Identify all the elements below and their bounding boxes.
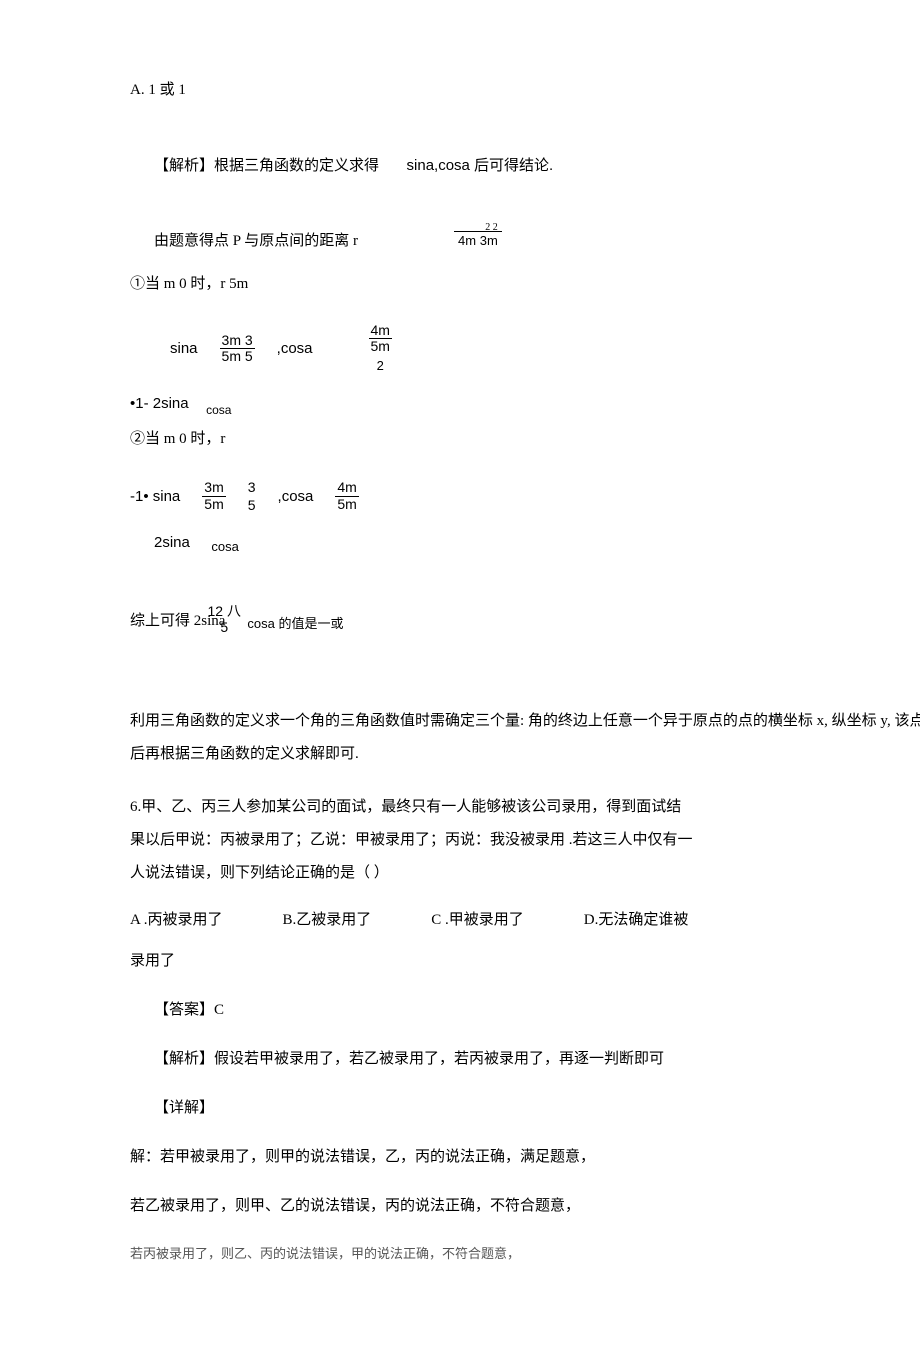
frac-1: 3m 3 5m 5 [220,333,255,365]
mid-35: 3 5 [248,478,256,514]
summary-den: 5 [206,620,243,635]
frac-3: 3m 5m [202,480,225,512]
frac2-num: 4m [369,323,392,339]
frac-2: 4m 5m [369,323,392,355]
q6-opt-b: B.乙被录用了 [283,910,372,931]
summary-frac: 12 八 5 [206,604,243,635]
cosa-label-2: ,cosa [278,486,314,507]
q6-detail-label: 【详解】 [130,1098,920,1119]
q6-opt-a: A .丙被录用了 [130,910,223,931]
q5-distance-line: 由题意得点 P 与原点间的距离 r 4m 3m 2 2 [130,231,920,252]
frac3-den: 5m [202,497,225,512]
q6-stem-1: 6.甲、乙、丙三人参加某公司的面试，最终只有一人能够被该公司录用，得到面试结 [130,799,681,815]
q5-case2-result: 2sina cosa [130,532,920,554]
sina-label: sina [170,338,198,359]
sqrt-exp: 2 2 [485,221,498,235]
result2-cosa: cosa [211,539,238,554]
mid35-bot: 5 [248,496,256,514]
two-under: 2 [377,357,384,375]
analysis-label: 【解析】根据三角函数的定义求得 [154,158,379,174]
q5-case2: ②当 m 0 时，r [130,429,920,450]
neg-prefix: -1• sina [130,486,180,507]
analysis-tail: sina,cosa 后可得结论. [407,157,554,174]
q6-opt-d: D.无法确定谁被 [584,910,689,931]
frac4-den: 5m [335,497,358,512]
q6-answer: 【答案】C [130,1000,920,1021]
dist-text: 由题意得点 P 与原点间的距离 r [154,231,358,252]
q5-case2-vals: -1• sina 3m 5m 3 5 ,cosa 4m 5m [130,478,920,514]
q6-options: A .丙被录用了 B.乙被录用了 C .甲被录用了 D.无法确定谁被 [130,910,920,931]
result1-cosa: cosa [206,403,231,417]
frac1-den: 5m 5 [220,349,255,364]
summary-num: 12 八 [206,604,243,619]
frac4-num: 4m [335,480,358,496]
frac-2-col: 4m 5m 2 [369,323,392,375]
summary-frac-col: cosa 的值是一或 [247,613,343,631]
q6-stem: 6.甲、乙、丙三人参加某公司的面试，最终只有一人能够被该公司录用，得到面试结 果… [130,791,920,890]
q6-d2: 若乙被录用了，则甲、乙的说法错误，丙的说法正确，不符合题意， [130,1196,920,1217]
q5-explain: 利用三角函数的定义求一个角的三角函数值时需确定三个量: 角的终边上任意一个异于原… [130,705,920,771]
q5-summary: 综上可得 2sina cosa 的值是一或 12 八 5 [130,608,920,635]
q6-analysis: 【解析】假设若甲被录用了，若乙被录用了，若丙被录用了，再逐一判断即可 [130,1049,920,1070]
frac-4: 4m 5m [335,480,358,512]
q6-d1: 解：若甲被录用了，则甲的说法错误，乙，丙的说法正确，满足题意， [130,1147,920,1168]
result2-a: 2sina [154,534,190,551]
cosa-label: ,cosa [277,338,313,359]
q5-choice-a: A. 1 或 1 [130,80,920,101]
result1-a: •1- 2sina [130,395,189,412]
q6-stem-2: 果以后甲说：丙被录用了；乙说：甲被录用了；丙说：我没被录用 .若这三人中仅有一 [130,832,693,848]
frac2-den: 5m [369,339,392,354]
q6-opt-d2: 录用了 [130,951,920,972]
q6-stem-3: 人说法错误，则下列结论正确的是（ ） [130,865,389,881]
frac1-num: 3m 3 [220,333,255,349]
mid35-top: 3 [248,478,256,496]
q5-analysis: 【解析】根据三角函数的定义求得 sina,cosa 后可得结论. [130,155,920,177]
q5-case1: ①当 m 0 时，r 5m [130,274,920,295]
summary-cosa: cosa 的值是一或 [247,615,343,633]
sqrt-expr: 4m 3m 2 2 [454,231,502,252]
q6-opt-c: C .甲被录用了 [431,910,524,931]
frac3-num: 3m [202,480,225,496]
q5-case1-result: •1- 2sina cosa [130,393,920,415]
q6-d3: 若丙被录用了，则乙、丙的说法错误，甲的说法正确，不符合题意， [130,1245,920,1263]
q5-case1-vals: sina 3m 3 5m 5 ,cosa 4m 5m 2 [130,323,920,375]
